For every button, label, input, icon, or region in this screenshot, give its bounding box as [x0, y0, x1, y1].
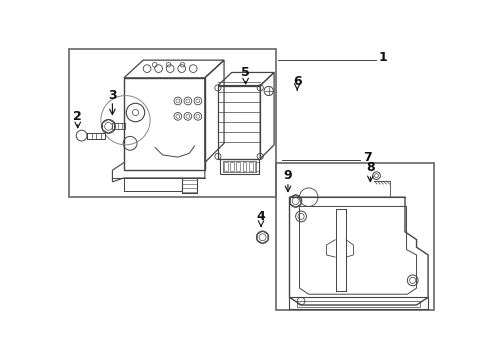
- Bar: [218, 86, 260, 159]
- Text: 8: 8: [366, 161, 374, 175]
- Bar: [242, 162, 246, 171]
- Bar: [289, 297, 427, 309]
- Text: 9: 9: [283, 169, 292, 182]
- Bar: [123, 78, 204, 170]
- Text: 7: 7: [362, 150, 371, 164]
- Bar: [297, 301, 420, 307]
- Bar: [230, 162, 234, 171]
- Text: 2: 2: [73, 110, 82, 123]
- Text: 6: 6: [292, 75, 301, 88]
- Bar: [236, 162, 240, 171]
- Bar: [68, 49, 276, 197]
- Bar: [220, 159, 258, 174]
- Bar: [87, 132, 105, 139]
- Bar: [254, 162, 258, 171]
- Text: 1: 1: [378, 50, 386, 64]
- Bar: [222, 161, 256, 172]
- Text: 5: 5: [241, 66, 249, 79]
- Text: 3: 3: [108, 89, 117, 102]
- Bar: [276, 163, 433, 310]
- Bar: [112, 123, 124, 130]
- Bar: [224, 162, 227, 171]
- Bar: [248, 162, 252, 171]
- Text: 4: 4: [256, 210, 265, 223]
